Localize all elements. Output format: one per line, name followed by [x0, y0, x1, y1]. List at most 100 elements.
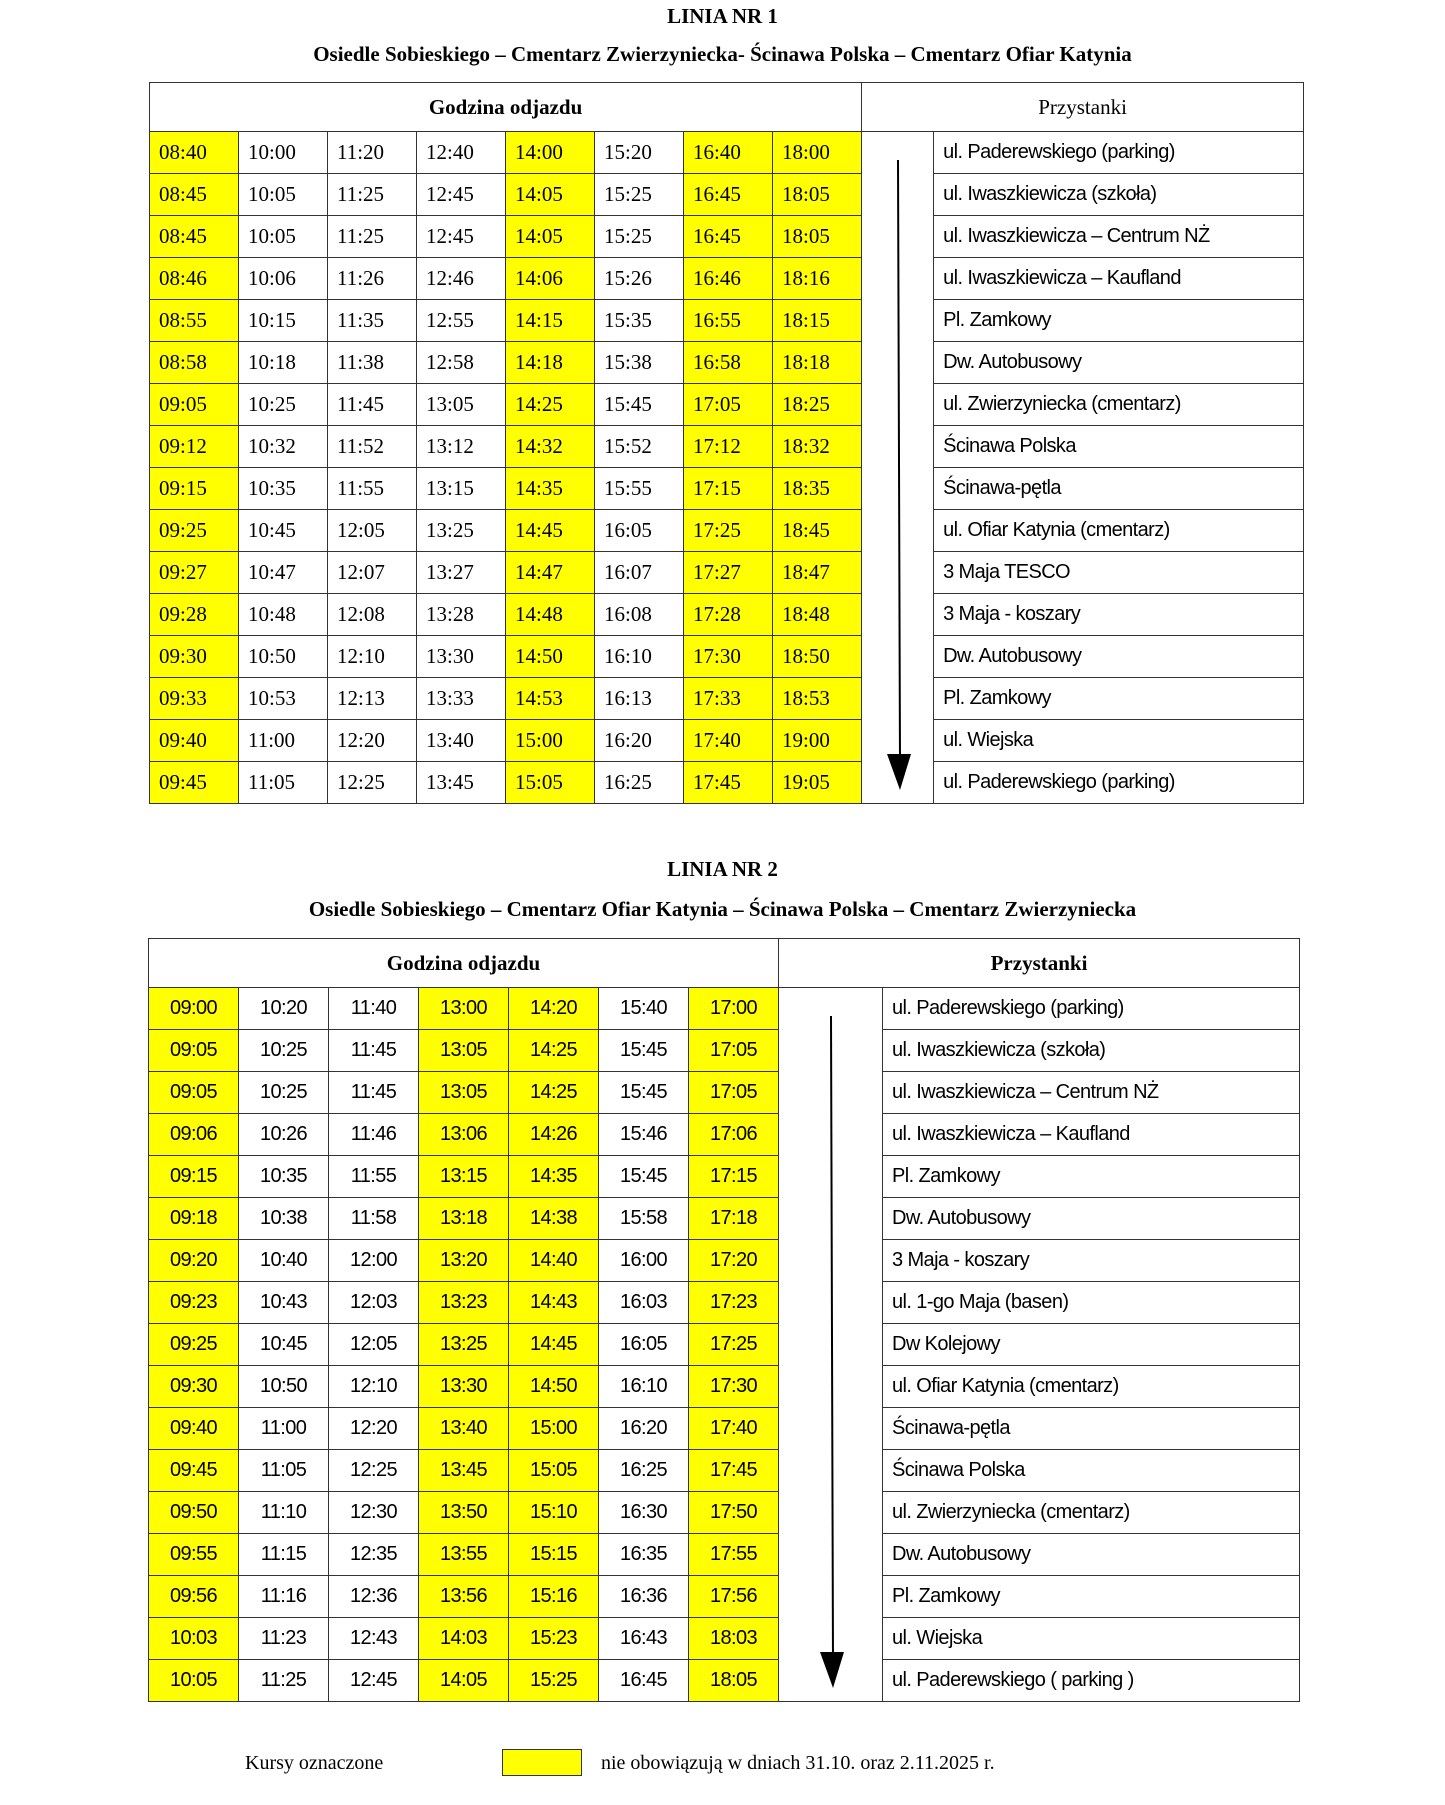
- departure-time-cell: 14:05: [418, 1659, 509, 1702]
- stop-name-cell: ul. Iwaszkiewicza – Kaufland: [882, 1113, 1301, 1156]
- table-row: 09:33 10:53 12:13 13:33 14:53 16:13 17:33 18:53…: [149, 677, 1305, 720]
- departure-time-cell: 11:05: [238, 761, 328, 804]
- departure-time-cell: 18:05: [771, 173, 863, 216]
- departure-time-cell: 18:48: [771, 593, 863, 636]
- departure-time-cell: 18:35: [771, 467, 863, 510]
- departure-time-cell: 10:18: [238, 341, 328, 384]
- departure-time-cell: 11:10: [238, 1491, 329, 1534]
- departure-time-cell: 08:45: [149, 173, 239, 216]
- table-row: 09:55 11:15 12:35 13:55 15:15 16:35 17:55 Dw. A…: [148, 1533, 1301, 1576]
- departure-time-cell: 11:55: [327, 467, 417, 510]
- departure-time-cell: 16:10: [594, 635, 684, 678]
- departure-time-cell: 12:43: [328, 1617, 419, 1660]
- table-row: 08:40 10:00 11:20 12:40 14:00 15:20 16:40 18:00…: [149, 131, 1305, 804]
- departure-time-cell: 10:25: [238, 383, 328, 426]
- stop-name-cell: ul. Zwierzyniecka (cmentarz): [882, 1491, 1301, 1534]
- table-row: 09:15 10:35 11:55 13:15 14:35 15:55 17:15 18:35…: [149, 467, 1305, 510]
- departure-time-cell: 09:40: [148, 1407, 239, 1450]
- departure-time-cell: 09:20: [148, 1239, 239, 1282]
- table-row: 09:40 11:00 12:20 13:40 15:00 16:20 17:40 Ścina…: [148, 1407, 1301, 1450]
- stop-name-cell: Pl. Zamkowy: [882, 1575, 1301, 1618]
- table-row: 09:18 10:38 11:58 13:18 14:38 15:58 17:18 Dw. A…: [148, 1197, 1301, 1240]
- departure-time-cell: 12:35: [328, 1533, 419, 1576]
- departure-time-cell: 09:45: [148, 1449, 239, 1492]
- departure-time-cell: 09:30: [148, 1365, 239, 1408]
- departure-time-cell: 14:32: [505, 425, 595, 468]
- departure-time-cell: 18:45: [771, 509, 863, 552]
- departure-time-cell: 13:00: [418, 987, 509, 1030]
- departure-time-cell: 09:06: [148, 1113, 239, 1156]
- departure-time-cell: 08:55: [149, 299, 239, 342]
- departure-time-cell: 10:05: [238, 215, 328, 258]
- departure-time-cell: 12:10: [327, 635, 417, 678]
- departure-time-cell: 11:25: [327, 173, 417, 216]
- table-row: 09:50 11:10 12:30 13:50 15:10 16:30 17:50 ul. Z…: [148, 1491, 1301, 1534]
- departure-time-cell: 18:18: [771, 341, 863, 384]
- departure-time-cell: 11:46: [328, 1113, 419, 1156]
- departure-time-cell: 09:15: [148, 1155, 239, 1198]
- departure-time-cell: 13:25: [416, 509, 506, 552]
- departure-time-cell: 13:56: [418, 1575, 509, 1618]
- stop-name-cell: ul. Paderewskiego ( parking ): [882, 1659, 1301, 1702]
- departure-time-cell: 10:05: [238, 173, 328, 216]
- departure-time-cell: 10:45: [238, 509, 328, 552]
- departure-time-cell: 10:20: [238, 987, 329, 1030]
- departure-time-cell: 14:40: [508, 1239, 599, 1282]
- departure-time-cell: 12:05: [328, 1323, 419, 1366]
- stop-name-cell: 3 Maja - koszary: [882, 1239, 1301, 1282]
- departure-time-cell: 17:05: [687, 1029, 780, 1072]
- departure-time-cell: 11:52: [327, 425, 417, 468]
- departure-time-cell: 17:28: [683, 593, 773, 636]
- departure-time-cell: 15:00: [505, 719, 595, 762]
- table-row: 09:06 10:26 11:46 13:06 14:26 15:46 17:06 ul. I…: [148, 1113, 1301, 1156]
- table-row: 09:00 10:20 11:40 13:00 14:20 15:40 17:00 ul. P…: [148, 987, 1301, 1702]
- departure-time-cell: 14:25: [505, 383, 595, 426]
- departure-time-cell: 10:06: [238, 257, 328, 300]
- departure-time-cell: 09:50: [148, 1491, 239, 1534]
- stop-name-cell: Dw. Autobusowy: [933, 635, 1305, 678]
- header-departure-times: Godzina odjazdu: [147, 938, 780, 988]
- departure-time-cell: 15:25: [594, 173, 684, 216]
- line-1-timetable: Godzina odjazdu Przystanki 08:40 10:00 11:20…: [148, 82, 1305, 804]
- departure-time-cell: 12:46: [416, 257, 506, 300]
- departure-time-cell: 12:03: [328, 1281, 419, 1324]
- stop-name-cell: Dw Kolejowy: [882, 1323, 1301, 1366]
- departure-time-cell: 11:23: [238, 1617, 329, 1660]
- departure-time-cell: 12:07: [327, 551, 417, 594]
- departure-time-cell: 11:38: [327, 341, 417, 384]
- direction-arrow-cell: [861, 131, 935, 804]
- departure-time-cell: 15:05: [508, 1449, 599, 1492]
- departure-time-cell: 13:30: [416, 635, 506, 678]
- departure-time-cell: 16:25: [594, 761, 684, 804]
- departure-time-cell: 15:05: [505, 761, 595, 804]
- table-row: 09:45 11:05 12:25 13:45 15:05 16:25 17:45 19:05…: [149, 761, 1305, 804]
- departure-time-cell: 18:05: [771, 215, 863, 258]
- table-row: 10:03 11:23 12:43 14:03 15:23 16:43 18:03 ul. W…: [148, 1617, 1301, 1660]
- departure-time-cell: 16:03: [598, 1281, 689, 1324]
- departure-time-cell: 13:28: [416, 593, 506, 636]
- departure-time-cell: 12:45: [416, 173, 506, 216]
- departure-time-cell: 15:23: [508, 1617, 599, 1660]
- departure-time-cell: 14:38: [508, 1197, 599, 1240]
- departure-time-cell: 15:45: [598, 1155, 689, 1198]
- departure-time-cell: 12:25: [328, 1449, 419, 1492]
- departure-time-cell: 17:05: [683, 383, 773, 426]
- table-row: 09:30 10:50 12:10 13:30 14:50 16:10 17:30 18:50…: [149, 635, 1305, 678]
- departure-time-cell: 13:15: [416, 467, 506, 510]
- departure-time-cell: 11:40: [328, 987, 419, 1030]
- departure-time-cell: 09:23: [148, 1281, 239, 1324]
- stop-name-cell: 3 Maja TESCO: [933, 551, 1305, 594]
- departure-time-cell: 14:05: [505, 215, 595, 258]
- departure-time-cell: 14:35: [508, 1155, 599, 1198]
- departure-time-cell: 14:45: [508, 1323, 599, 1366]
- departure-time-cell: 15:35: [594, 299, 684, 342]
- line-2-route: Osiedle Sobieskiego – Cmentarz Ofiar Kat…: [308, 897, 1137, 921]
- departure-time-cell: 17:00: [687, 987, 780, 1030]
- departure-time-cell: 13:45: [416, 761, 506, 804]
- stop-name-cell: Ścinawa-pętla: [882, 1407, 1301, 1450]
- departure-time-cell: 10:26: [238, 1113, 329, 1156]
- stop-name-cell: ul. Iwaszkiewicza (szkoła): [933, 173, 1305, 216]
- departure-time-cell: 11:05: [238, 1449, 329, 1492]
- table-row: 09:05 10:25 11:45 13:05 14:25 15:45 17:05 18:25…: [149, 383, 1305, 426]
- stop-name-cell: Pl. Zamkowy: [882, 1155, 1301, 1198]
